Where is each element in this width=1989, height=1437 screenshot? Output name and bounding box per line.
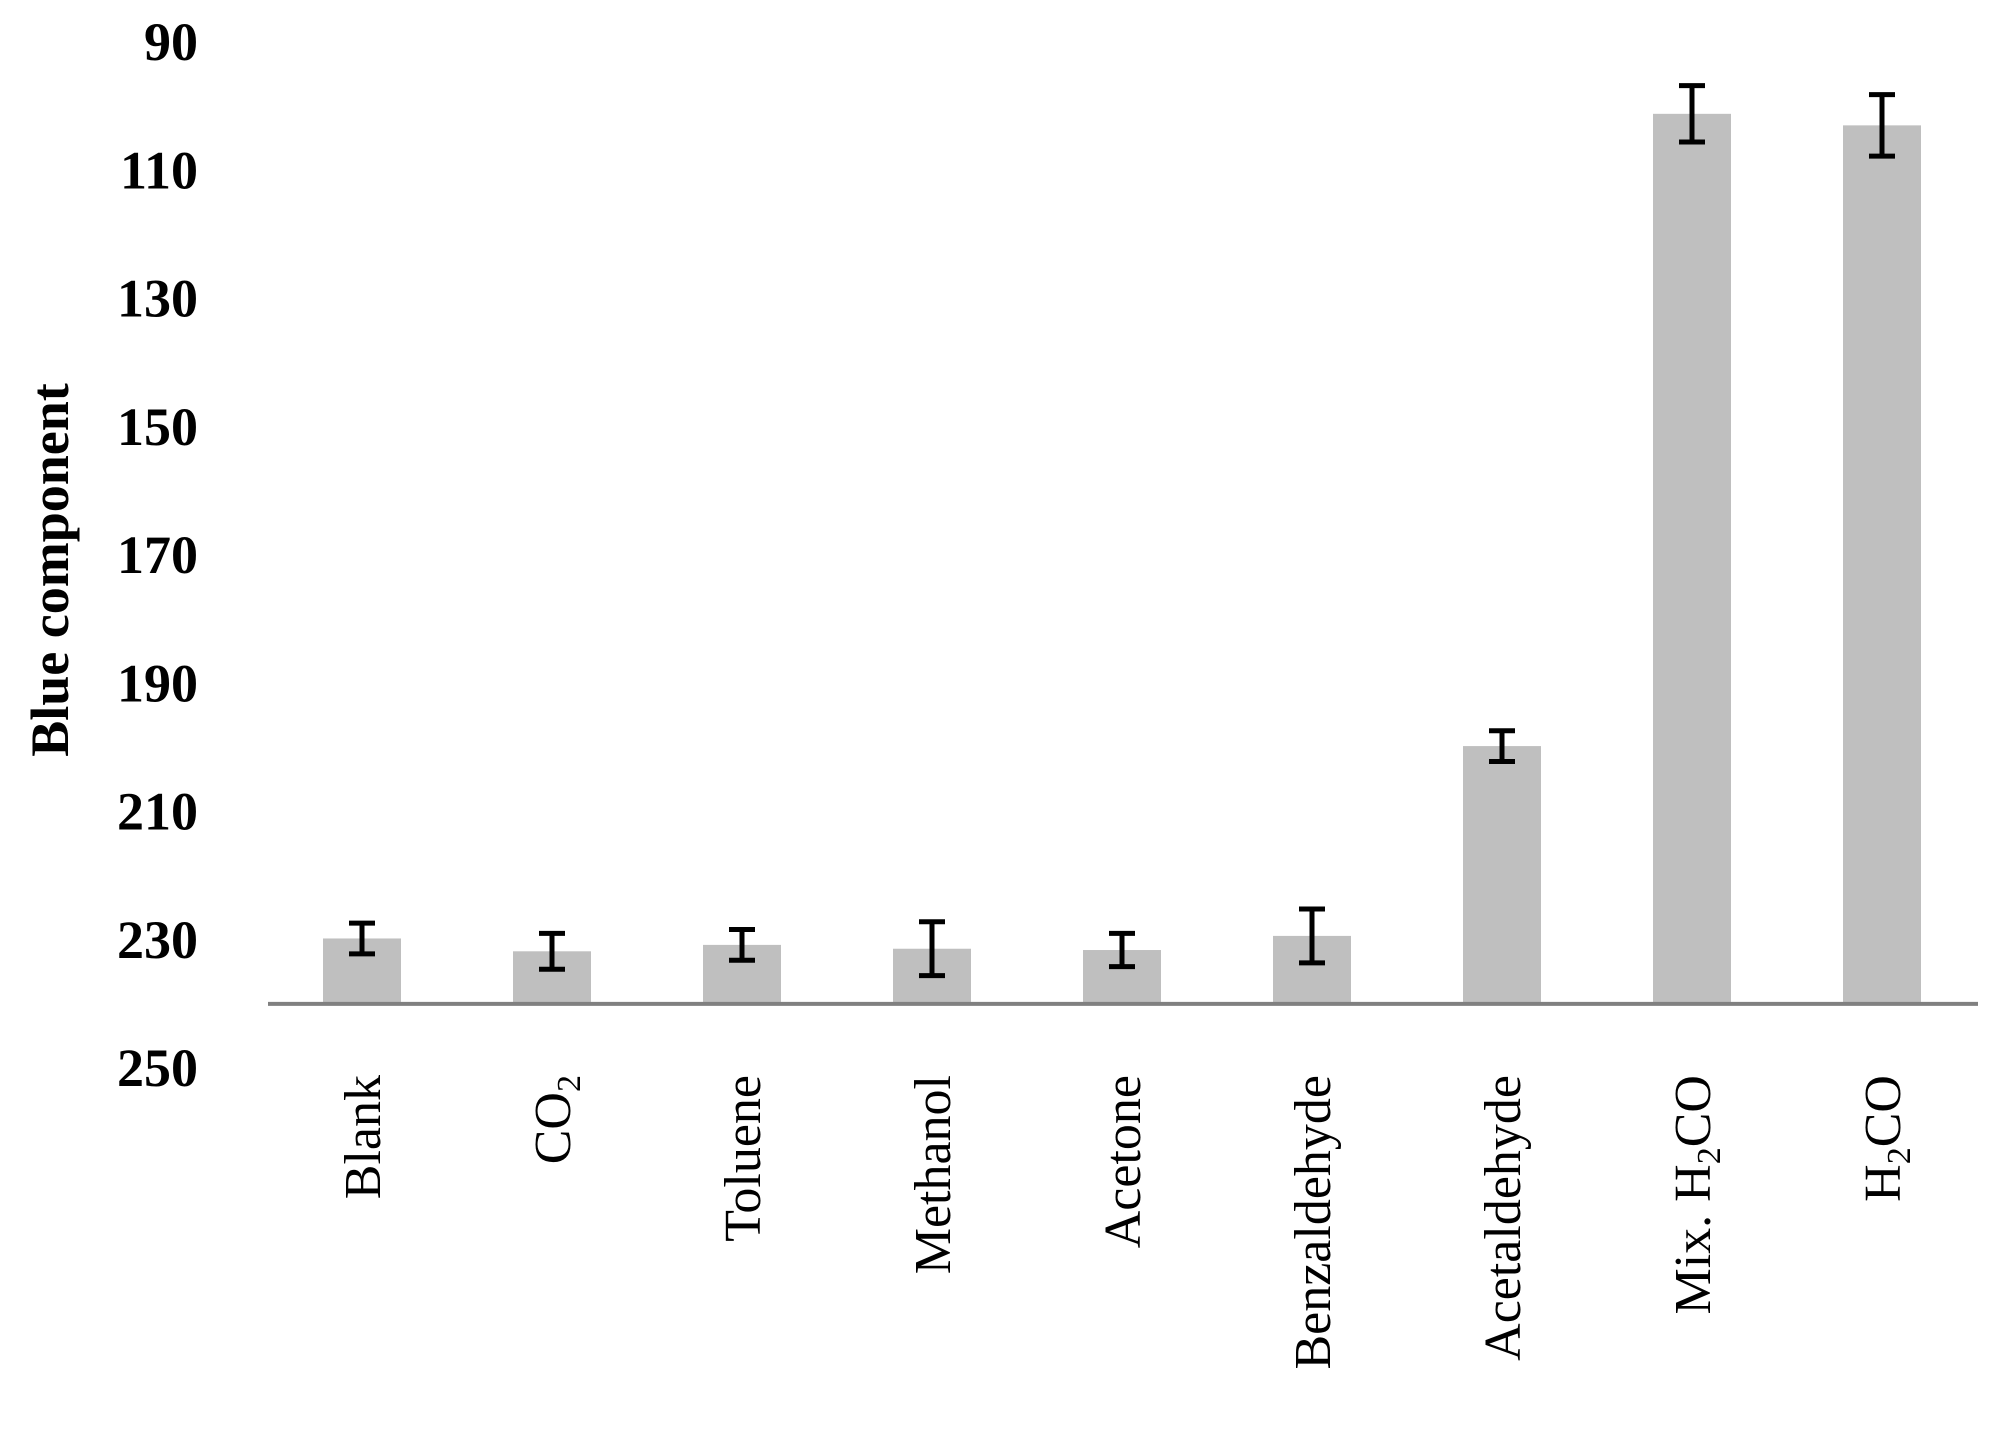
y-tick-labels: 90 110 130 150 170 190 210 230 250 <box>117 12 198 1098</box>
x-tick-label: CO2 <box>525 1075 588 1164</box>
label-text: Acetone <box>1095 1075 1152 1248</box>
y-tick-label: 170 <box>117 525 198 585</box>
x-tick-label: Mix. H2CO <box>1665 1075 1728 1315</box>
error-bar-6 <box>1299 906 1325 966</box>
bar-7 <box>1463 746 1541 1004</box>
error-bar-7 <box>1489 728 1515 764</box>
error-bars-group <box>349 83 1895 979</box>
x-tick-label: H2CO <box>1855 1075 1918 1202</box>
error-bar-4 <box>919 919 945 979</box>
x-tick-label: Benzaldehyde <box>1285 1075 1342 1370</box>
label-text: Mix. H <box>1665 1164 1722 1314</box>
error-bar-5 <box>1109 930 1135 970</box>
x-tick-label: Acetone <box>1095 1075 1152 1248</box>
y-tick-label: 130 <box>117 269 198 329</box>
label-text: H <box>1855 1164 1912 1202</box>
x-tick-label: Methanol <box>905 1075 962 1274</box>
error-bar-2 <box>539 930 565 972</box>
x-tick-label: Blank <box>335 1075 392 1199</box>
y-tick-label: 110 <box>120 140 198 200</box>
x-tick-label: Acetaldehyde <box>1475 1075 1532 1361</box>
label-text: Methanol <box>905 1075 962 1274</box>
label-text: CO <box>1855 1075 1912 1147</box>
x-tick-label: Toluene <box>715 1075 772 1242</box>
label-text: Acetaldehyde <box>1475 1075 1532 1361</box>
y-tick-label: 150 <box>117 397 198 457</box>
error-bar-9 <box>1869 92 1895 159</box>
label-text: CO <box>525 1092 582 1164</box>
bar-8 <box>1653 113 1731 1004</box>
y-tick-label: 210 <box>117 782 198 842</box>
subscript: 2 <box>551 1075 588 1092</box>
label-text: Blank <box>335 1075 392 1199</box>
y-tick-label: 90 <box>144 12 198 72</box>
bars-group <box>323 113 1921 1004</box>
subscript: 2 <box>1691 1147 1728 1164</box>
y-axis-label: Blue component <box>20 383 80 757</box>
label-text: CO <box>1665 1075 1722 1147</box>
error-bar-1 <box>349 920 375 957</box>
bar-9 <box>1843 125 1921 1004</box>
label-text: Toluene <box>715 1075 772 1242</box>
x-tick-labels: Blank CO2 Toluene Methanol Acetone Benzaldehy… <box>335 1075 1918 1370</box>
y-tick-label: 230 <box>117 910 198 970</box>
label-text: Benzaldehyde <box>1285 1075 1342 1370</box>
error-bar-3 <box>729 926 755 963</box>
subscript: 2 <box>1881 1147 1918 1164</box>
y-tick-label: 190 <box>117 653 198 713</box>
error-bar-8 <box>1679 83 1705 145</box>
y-tick-label: 250 <box>117 1038 198 1098</box>
